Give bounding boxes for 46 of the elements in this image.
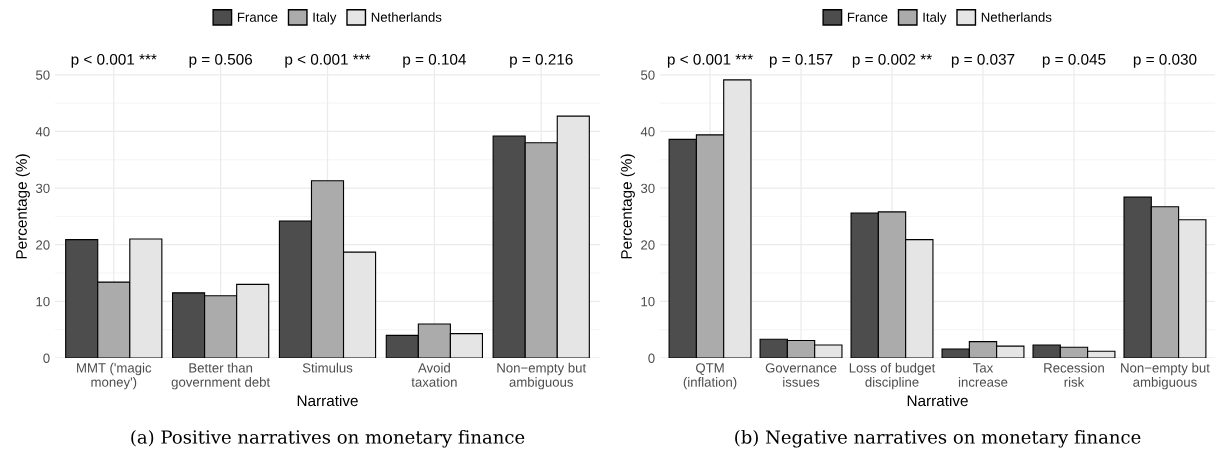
- annotation: p = 0.030: [1133, 53, 1197, 68]
- x-tick-label: Tax increase: [958, 363, 1008, 387]
- annotation: p = 0.045: [1042, 53, 1106, 68]
- x-tick-label: Stimulus: [302, 362, 353, 373]
- x-tick-label: QTM (inflation): [683, 363, 737, 390]
- annotation: p < 0.001 ***: [71, 53, 157, 68]
- y-tick-label: 10: [36, 296, 50, 307]
- y-tick-label: 50: [640, 70, 655, 80]
- x-axis-title: Narrative: [297, 394, 358, 407]
- legend-label: Italy: [923, 12, 947, 25]
- legend-label: Italy: [313, 12, 337, 25]
- y-tick-label: 10: [641, 296, 655, 307]
- annotation: p = 0.037: [951, 53, 1015, 68]
- y-tick-label: 30: [640, 183, 655, 193]
- legend-label: France: [847, 12, 888, 22]
- x-tick-label: Avoid taxation: [411, 362, 457, 387]
- text: (b) Negative narratives on monetary finance: [735, 429, 1141, 448]
- x-tick-label: Better than government debt: [171, 362, 271, 390]
- x-tick-label: Governance issues: [765, 363, 837, 387]
- annotation: p = 0.506: [189, 53, 253, 68]
- y-tick-label: 40: [35, 127, 50, 137]
- y-tick-label: 0: [43, 353, 50, 363]
- y-tick-label: 30: [35, 183, 50, 193]
- y-axis-title: Percentage (%): [15, 154, 30, 259]
- annotation: p < 0.001 ***: [285, 53, 371, 68]
- annotation: p = 0.002 **: [852, 53, 932, 68]
- y-tick-label: 20: [36, 240, 50, 250]
- legend-label: Netherlands: [371, 12, 442, 22]
- x-tick-label: Recession risk: [1044, 362, 1104, 387]
- x-tick-label: Non−empty but ambiguous: [497, 362, 587, 390]
- annotation: p = 0.216: [510, 53, 573, 68]
- text: (a) Positive narratives on monetary finance: [131, 429, 525, 448]
- y-tick-label: 0: [648, 353, 655, 363]
- x-axis-title: Narrative: [907, 394, 968, 407]
- y-tick-label: 20: [641, 240, 655, 250]
- annotation: p < 0.001 ***: [667, 53, 753, 68]
- y-axis-title: Percentage (%): [620, 154, 635, 259]
- legend-label: Netherlands: [981, 12, 1052, 22]
- y-tick-label: 40: [640, 127, 655, 137]
- annotation: p = 0.104: [403, 53, 466, 68]
- annotation: p = 0.157: [769, 53, 833, 68]
- legend-label: France: [237, 12, 278, 22]
- x-tick-label: Loss of budget discipline: [849, 362, 936, 390]
- x-tick-label: Non−empty but ambiguous: [1121, 362, 1210, 390]
- x-tick-label: MMT ('magic money'): [77, 362, 152, 390]
- y-tick-label: 50: [35, 70, 50, 80]
